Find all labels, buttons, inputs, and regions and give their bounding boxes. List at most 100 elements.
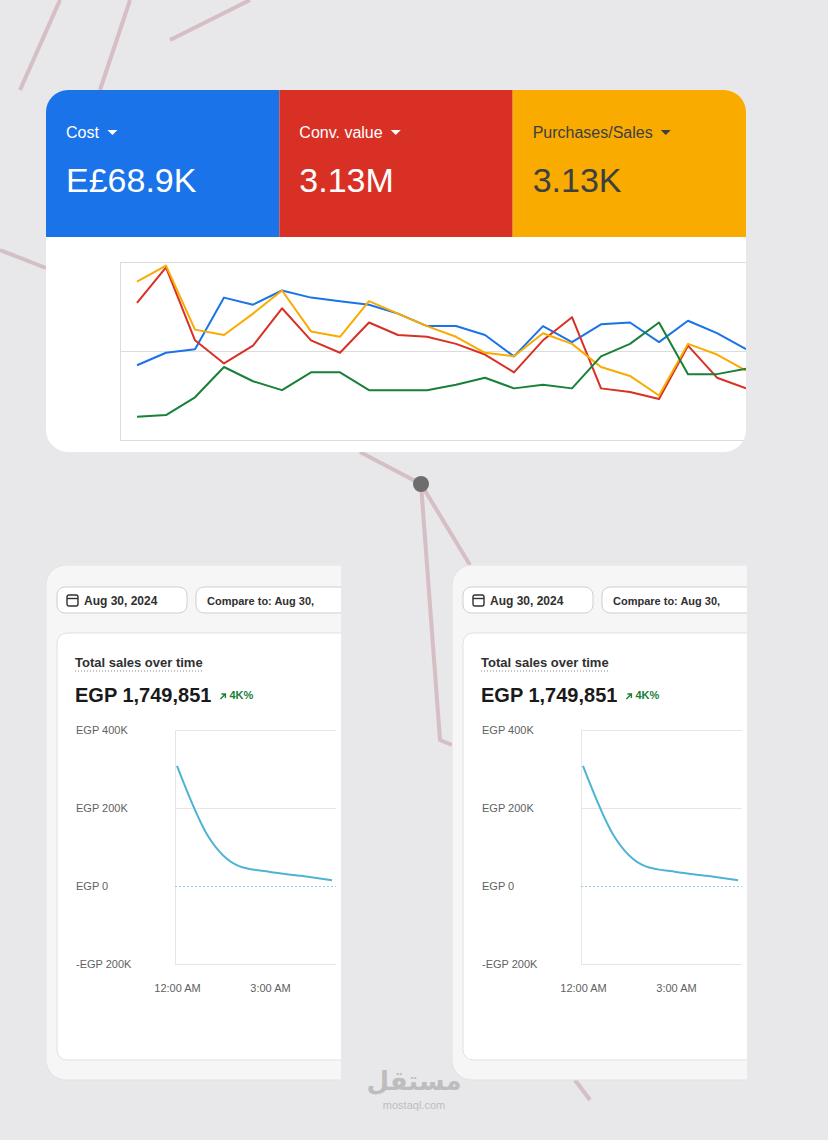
scorecard-value: 3.13M: [299, 161, 394, 199]
grid-line: [120, 351, 746, 352]
x-axis-line: [178, 975, 333, 976]
y-tick: EGP 0: [482, 880, 742, 892]
scorecard: [513, 90, 746, 237]
x-tick-label: 3:00 AM: [656, 982, 696, 994]
dropdown-icon: [661, 130, 671, 135]
sales-line: [177, 766, 332, 880]
watermark: مستقل mostaql.com: [366, 1066, 461, 1111]
x-axis: 12:00 AM 3:00 AM: [560, 975, 738, 994]
background: [0, 0, 828, 1140]
scorecard-label: Purchases/Sales: [533, 124, 653, 141]
x-axis: 12:00 AM 3:00 AM: [154, 975, 332, 994]
decor-line: [360, 452, 470, 565]
date-pill: [57, 587, 187, 613]
y-axis: -EGP 200K EGP 0 EGP 200K EGP 400K: [76, 724, 336, 970]
y-tick: EGP 200K: [76, 802, 336, 814]
grid-line: [581, 808, 742, 809]
calendar-icon: [473, 595, 484, 606]
chart-panel: [463, 633, 747, 1060]
grid-line: [120, 440, 746, 441]
total-value: EGP 1,749,851: [75, 684, 211, 706]
chart-title: Total sales over time: [75, 655, 203, 670]
watermark-latin: mostaql.com: [383, 1099, 445, 1111]
lines: [583, 766, 738, 880]
grid-line: [175, 886, 336, 887]
decor-line: [100, 0, 130, 90]
x-tick-label: 3:00 AM: [250, 982, 290, 994]
decor-dot: [413, 476, 429, 492]
grid-tick: [120, 351, 746, 352]
y-axis: -EGP 200K EGP 0 EGP 200K EGP 400K: [482, 724, 742, 970]
y-tick: EGP 0: [76, 880, 336, 892]
series-line: [137, 267, 746, 399]
compare-pill: [196, 587, 341, 613]
series-line: [137, 290, 746, 365]
page: CostE£68.9KConv. value3.13MPurchases/Sal…: [0, 0, 828, 1140]
y-axis-line: [121, 263, 747, 441]
calendar-icon: [67, 595, 78, 606]
grid-line: [175, 808, 336, 809]
y-tick: EGP 400K: [76, 724, 336, 736]
sales-card-body: [452, 565, 747, 1080]
x-tick: 12:00 AM: [560, 975, 606, 994]
y-axis-line: [176, 731, 337, 965]
series-line: [137, 323, 746, 417]
calendar-bar: [67, 598, 78, 599]
scorecard: [46, 90, 279, 237]
y-axis-line: [582, 731, 743, 965]
total-value: EGP 1,749,851: [481, 684, 617, 706]
x-tick: 3:00 AM: [656, 975, 696, 994]
sales-card: Aug 30, 2024Compare to: Aug 30,Total sal…: [452, 565, 783, 1080]
sales-card-body: [46, 565, 341, 1080]
y-tick: EGP 400K: [482, 724, 742, 736]
chart-panel: [57, 633, 341, 1060]
title-underline: [75, 671, 203, 672]
change-label: 4K%: [635, 689, 659, 701]
x-tick: 3:00 AM: [250, 975, 290, 994]
lines: [177, 766, 332, 880]
decor-line: [0, 250, 46, 268]
scorecard-texts: CostE£68.9KConv. value3.13MPurchases/Sal…: [66, 124, 671, 199]
x-tick-label: 12:00 AM: [154, 982, 200, 994]
y-tick-label: -EGP 200K: [76, 958, 132, 970]
scorecard-value: E£68.9K: [66, 161, 197, 199]
grid-tick: [120, 440, 746, 441]
y-tick: EGP 200K: [482, 802, 742, 814]
calendar-bar: [473, 598, 484, 599]
scorecard: [279, 90, 512, 237]
grid-tick: [120, 262, 746, 263]
grid-line: [581, 730, 742, 731]
compare-label: Compare to: Aug 30,: [207, 595, 314, 607]
dropdown-icon: [107, 130, 117, 135]
grid-line: [581, 964, 742, 965]
x-axis-line: [584, 975, 739, 976]
background-decoration: [0, 0, 828, 1140]
y-tick-label: -EGP 200K: [482, 958, 538, 970]
x-tick: 12:00 AM: [154, 975, 200, 994]
grid-line: [175, 964, 336, 965]
date-label: Aug 30, 2024: [84, 594, 158, 608]
scorecard-label: Conv. value: [299, 124, 382, 141]
watermark-arabic: مستقل: [366, 1066, 461, 1096]
title-underline: [481, 671, 609, 672]
card-background: [452, 565, 747, 1080]
decor-line: [421, 484, 452, 745]
y-tick-label: EGP 400K: [76, 724, 128, 736]
decor-line: [575, 1080, 590, 1100]
y-tick-label: EGP 400K: [482, 724, 534, 736]
y-grid: [120, 263, 746, 441]
y-tick: -EGP 200K: [76, 958, 336, 970]
calendar-frame: [473, 595, 484, 606]
grid-line: [581, 886, 742, 887]
compare-label: Compare to: Aug 30,: [613, 595, 720, 607]
grid-line: [120, 262, 746, 263]
stage: CostE£68.9KConv. value3.13MPurchases/Sal…: [0, 0, 828, 1140]
compare-pill: [602, 587, 747, 613]
x-tick-label: 12:00 AM: [560, 982, 606, 994]
grid-line: [175, 730, 336, 731]
date-label: Aug 30, 2024: [490, 594, 564, 608]
y-tick: -EGP 200K: [482, 958, 742, 970]
date-pill: [463, 587, 593, 613]
trend-arrow: [220, 694, 225, 699]
ads-card-body: [46, 90, 746, 452]
